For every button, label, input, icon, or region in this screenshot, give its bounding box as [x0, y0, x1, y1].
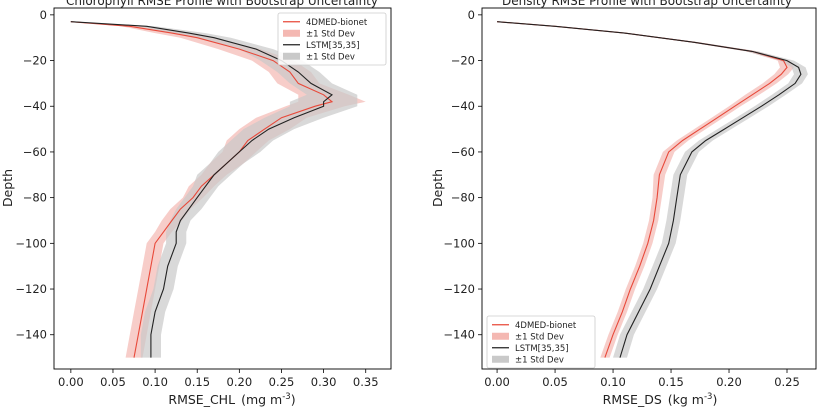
- plot-frame: [481, 7, 817, 370]
- y-tick-label: −20: [451, 54, 475, 68]
- std-band-0: [70, 21, 366, 358]
- legend-label: 4DMED-bionet: [306, 18, 368, 28]
- y-axis-title: Depth: [430, 169, 445, 207]
- x-tick-label: 0.25: [269, 375, 295, 389]
- x-tick-label: 0.00: [484, 375, 510, 389]
- x-tick-label: 0.05: [100, 375, 126, 389]
- y-axis-title: Depth: [0, 169, 15, 207]
- y-tick-label: −40: [451, 99, 475, 113]
- x-axis-unit-base: (mg m: [241, 392, 282, 407]
- x-ticks-group: 0.00 0.05 0.10 0.15 0.20 0.25 0.30 0.35: [58, 369, 379, 389]
- x-tick-label: 0.20: [716, 375, 742, 389]
- series-line-0: [70, 21, 334, 358]
- legend-label: ±1 Std Dev: [306, 29, 355, 39]
- y-ticks-group: 0 −20 −40 −60 −80 −100 −120 −140: [443, 8, 482, 342]
- chart-title: Density RMSE Profile with Bootstrap Unce…: [502, 0, 792, 8]
- x-tick-label: 0.30: [311, 375, 337, 389]
- x-tick-label: 0.35: [353, 375, 379, 389]
- x-axis-unit-exp: -3: [282, 392, 290, 402]
- legend-label: ±1 Std Dev: [515, 332, 564, 342]
- lines-group: [497, 21, 802, 358]
- legend-box: [486, 315, 596, 369]
- x-tick-label: 0.15: [658, 375, 684, 389]
- lines-group: [70, 21, 334, 358]
- y-tick-label: −100: [443, 236, 475, 250]
- y-tick-label: 0: [468, 8, 475, 22]
- y-tick-label: −140: [15, 328, 47, 342]
- plot-frame: [53, 7, 392, 370]
- legend-band-swatch: [492, 355, 509, 363]
- y-tick-label: 0: [40, 8, 47, 22]
- x-axis-title: RMSE_CHL (mg m-3): [168, 392, 295, 407]
- x-tick-label: 0.15: [184, 375, 210, 389]
- x-tick-label: 0.20: [227, 375, 253, 389]
- y-tick-label: −100: [15, 236, 47, 250]
- y-tick-label: −60: [23, 145, 47, 159]
- legend-band-swatch: [492, 332, 509, 340]
- legend-label: LSTM[35,35]: [306, 41, 360, 51]
- x-axis-unit-end: ): [291, 392, 296, 407]
- y-ticks-group: 0 −20 −40 −60 −80 −100 −120 −140: [15, 8, 54, 342]
- x-tick-label: 0.10: [600, 375, 626, 389]
- x-axis-unit-base: (kg m: [668, 392, 704, 407]
- x-tick-label: 0.00: [58, 375, 84, 389]
- x-axis-title: RMSE_DS (kg m-3): [603, 392, 718, 407]
- bands-group: [70, 21, 366, 358]
- legend-label: LSTM[35,35]: [515, 344, 569, 354]
- y-tick-label: −40: [23, 99, 47, 113]
- x-tick-label: 0.10: [142, 375, 168, 389]
- chart-title: Chlorophyll RMSE Profile with Bootstrap …: [66, 0, 378, 8]
- density-panel: Density RMSE Profile with Bootstrap Unce…: [430, 0, 817, 407]
- bands-group: [497, 21, 808, 358]
- y-tick-label: −60: [451, 145, 475, 159]
- x-tick-label: 0.25: [774, 375, 800, 389]
- legend-band-swatch: [283, 29, 300, 37]
- x-axis-label: RMSE_DS: [603, 392, 662, 407]
- legend-label: 4DMED-bionet: [515, 321, 577, 331]
- y-tick-label: −140: [443, 328, 475, 342]
- legend-box: [277, 12, 387, 66]
- y-tick-label: −120: [15, 282, 47, 296]
- std-band-1: [497, 21, 808, 358]
- y-tick-label: −80: [23, 191, 47, 205]
- x-axis-unit-end: ): [712, 392, 717, 407]
- chlorophyll-panel: Chlorophyll RMSE Profile with Bootstrap …: [0, 0, 392, 407]
- x-tick-label: 0.05: [542, 375, 568, 389]
- x-ticks-group: 0.00 0.05 0.10 0.15 0.20 0.25: [484, 369, 800, 389]
- x-axis-unit-exp: -3: [704, 392, 712, 402]
- series-line-1: [70, 21, 333, 358]
- y-tick-label: −80: [451, 191, 475, 205]
- y-tick-label: −120: [443, 282, 475, 296]
- x-axis-label: RMSE_CHL: [168, 392, 235, 407]
- legend-label: ±1 Std Dev: [515, 355, 564, 365]
- legend-band-swatch: [283, 52, 300, 60]
- legend-label: ±1 Std Dev: [306, 52, 355, 62]
- std-band-1: [70, 21, 358, 358]
- y-tick-label: −20: [23, 54, 47, 68]
- series-line-1: [497, 21, 802, 358]
